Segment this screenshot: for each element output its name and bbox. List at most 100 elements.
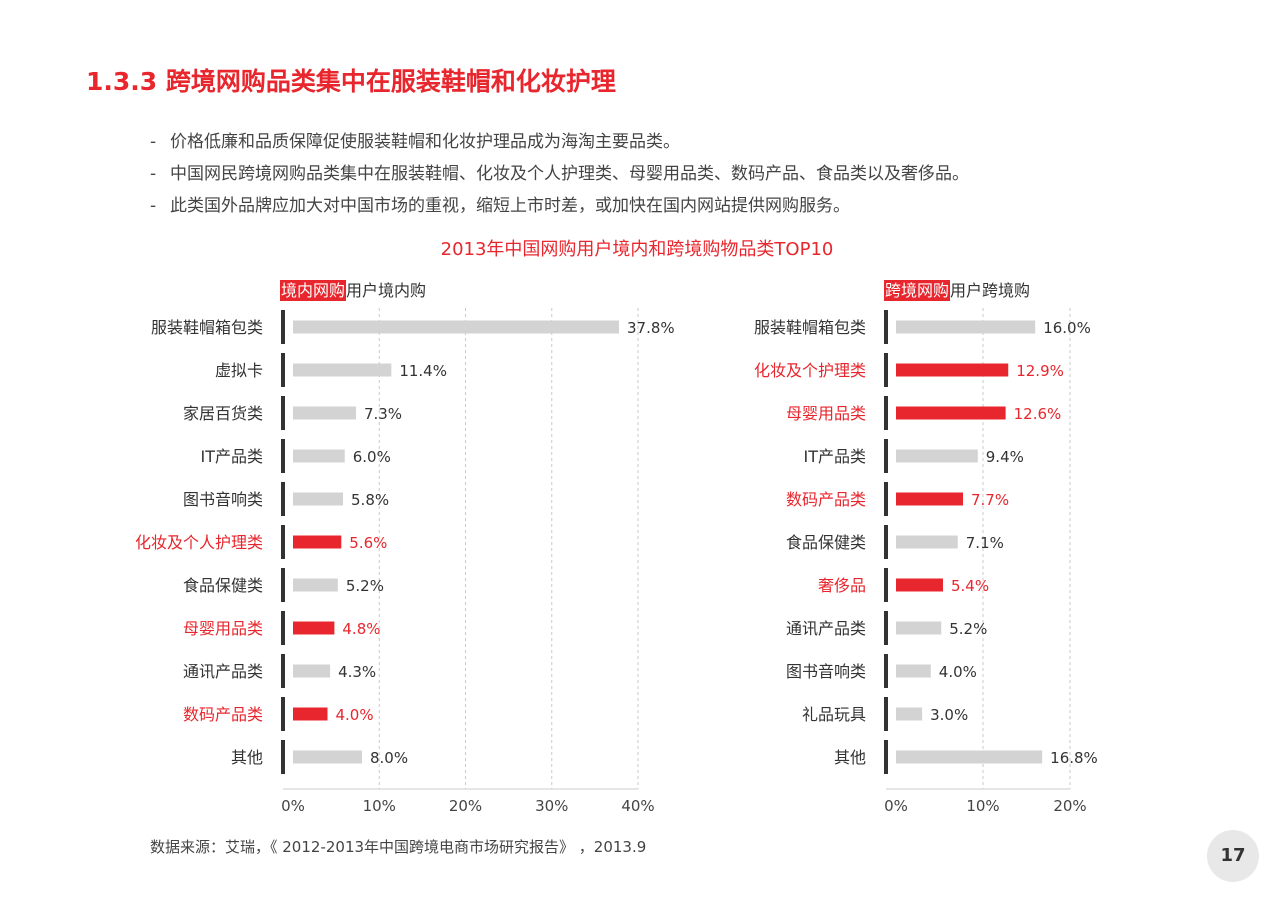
domestic-axis-segment	[281, 525, 285, 559]
domestic-value-label: 4.3%	[338, 663, 376, 681]
domestic-value-label: 8.0%	[370, 749, 408, 767]
domestic-category-label: 母婴用品类	[183, 619, 263, 638]
domestic-value-label: 4.0%	[336, 706, 374, 724]
crossborder-bar	[896, 664, 931, 678]
domestic-bar	[293, 363, 392, 377]
crossborder-category-label: 通讯产品类	[786, 619, 866, 638]
domestic-x-tick-label: 0%	[281, 797, 305, 815]
domestic-bar	[293, 406, 356, 420]
domestic-bar	[293, 707, 328, 721]
domestic-axis-segment	[281, 353, 285, 387]
crossborder-bar	[896, 707, 923, 721]
bullet-marker: -	[150, 132, 157, 152]
domestic-category-label: 化妆及个人护理类	[135, 533, 263, 552]
domestic-axis-segment	[281, 439, 285, 473]
domestic-category-label: 其他	[231, 748, 263, 767]
crossborder-category-label: 礼品玩具	[802, 705, 866, 724]
crossborder-subtitle: 用户跨境购	[950, 281, 1031, 300]
domestic-axis-segment	[281, 611, 285, 645]
domestic-bar	[293, 664, 331, 678]
crossborder-axis-segment	[884, 654, 888, 688]
bullet-list: - 价格低廉和品质保障促使服装鞋帽和化妆护理品成为海淘主要品类。 - 中国网民跨境网…	[150, 126, 969, 222]
crossborder-bar	[896, 750, 1043, 764]
crossborder-category-label: 服装鞋帽箱包类	[754, 318, 866, 337]
crossborder-category-label: 数码产品类	[786, 490, 866, 509]
page-title: 1.3.3 跨境网购品类集中在服装鞋帽和化妆护理	[86, 67, 616, 96]
crossborder-bar	[896, 621, 942, 635]
domestic-bar	[293, 578, 338, 592]
crossborder-value-label: 9.4%	[986, 448, 1024, 466]
domestic-category-label: 通讯产品类	[183, 662, 263, 681]
domestic-category-label: 服装鞋帽箱包类	[151, 318, 263, 337]
crossborder-axis-segment	[884, 568, 888, 602]
source-note: 数据来源：艾瑞，《 2012-2013年中国跨境电商市场研究报告》 ，2013.…	[150, 838, 647, 856]
crossborder-category-label: 母婴用品类	[786, 404, 866, 423]
crossborder-axis-segment	[884, 310, 888, 344]
crossborder-axis-segment	[884, 611, 888, 645]
crossborder-x-tick-label: 0%	[884, 797, 908, 815]
domestic-x-tick-label: 30%	[535, 797, 568, 815]
bullet-marker: -	[150, 196, 157, 216]
domestic-subtitle: 用户境内购	[346, 281, 427, 300]
domestic-axis-segment	[281, 482, 285, 516]
crossborder-value-label: 3.0%	[930, 706, 968, 724]
domestic-bar	[293, 449, 345, 463]
crossborder-category-label: 化妆及个护理类	[754, 361, 866, 380]
domestic-value-label: 5.8%	[351, 491, 389, 509]
domestic-category-label: 食品保健类	[183, 576, 263, 595]
bullet-text: 中国网民跨境网购品类集中在服装鞋帽、化妆及个人护理类、母婴用品类、数码产品、食品…	[170, 164, 969, 184]
bullet-item: - 此类国外品牌应加大对中国市场的重视，缩短上市时差，或加快在国内网站提供网购服务…	[150, 190, 969, 222]
crossborder-axis-segment	[884, 396, 888, 430]
crossborder-axis-segment	[884, 697, 888, 731]
domestic-value-label: 6.0%	[353, 448, 391, 466]
domestic-value-label: 4.8%	[342, 620, 380, 638]
crossborder-bar	[896, 578, 943, 592]
domestic-axis-segment	[281, 740, 285, 774]
domestic-category-label: 家居百货类	[183, 404, 263, 423]
domestic-axis-segment	[281, 396, 285, 430]
crossborder-bar	[896, 492, 963, 506]
domestic-bar	[293, 535, 342, 549]
crossborder-bar	[896, 363, 1009, 377]
crossborder-value-label: 5.4%	[951, 577, 989, 595]
crossborder-value-label: 12.9%	[1016, 362, 1064, 380]
domestic-x-tick-label: 40%	[621, 797, 654, 815]
crossborder-category-label: 奢侈品	[818, 576, 866, 595]
domestic-x-tick-label: 10%	[363, 797, 396, 815]
domestic-category-label: IT产品类	[201, 447, 264, 466]
domestic-bar	[293, 750, 362, 764]
crossborder-bar	[896, 535, 958, 549]
crossborder-axis-segment	[884, 525, 888, 559]
chart-title: 2013年中国网购用户境内和跨境购物品类TOP10	[440, 239, 834, 260]
crossborder-value-label: 4.0%	[939, 663, 977, 681]
crossborder-value-label: 16.8%	[1050, 749, 1098, 767]
bullet-text: 价格低廉和品质保障促使服装鞋帽和化妆护理品成为海淘主要品类。	[170, 132, 680, 152]
bullet-item: - 价格低廉和品质保障促使服装鞋帽和化妆护理品成为海淘主要品类。	[150, 126, 969, 158]
domestic-category-label: 数码产品类	[183, 705, 263, 724]
bullet-text: 此类国外品牌应加大对中国市场的重视，缩短上市时差，或加快在国内网站提供网购服务。	[170, 196, 850, 216]
crossborder-axis-segment	[884, 439, 888, 473]
bullet-marker: -	[150, 164, 157, 184]
domestic-bar	[293, 492, 344, 506]
domestic-value-label: 11.4%	[399, 362, 447, 380]
crossborder-bar	[896, 406, 1006, 420]
crossborder-category-label: 食品保健类	[786, 533, 866, 552]
domestic-bar	[293, 320, 620, 334]
crossborder-value-label: 7.1%	[966, 534, 1004, 552]
domestic-tag: 境内网购	[280, 280, 347, 301]
crossborder-category-label: 图书音响类	[786, 662, 866, 681]
crossborder-value-label: 5.2%	[949, 620, 987, 638]
domestic-value-label: 37.8%	[627, 319, 675, 337]
crossborder-bar	[896, 449, 978, 463]
domestic-value-label: 7.3%	[364, 405, 402, 423]
crossborder-tag: 跨境网购	[884, 280, 951, 301]
crossborder-value-label: 7.7%	[971, 491, 1009, 509]
crossborder-value-label: 12.6%	[1014, 405, 1062, 423]
domestic-x-tick-label: 20%	[449, 797, 482, 815]
crossborder-axis-segment	[884, 740, 888, 774]
domestic-axis-segment	[281, 697, 285, 731]
domestic-axis-segment	[281, 310, 285, 344]
crossborder-bar-chart: 0% 10% 20% 服装鞋帽箱包类 16.0% 化妆及个护理类 12.9% 母婴用品类 12.…	[754, 308, 1098, 815]
crossborder-category-label: 其他	[834, 748, 866, 767]
domestic-value-label: 5.2%	[346, 577, 384, 595]
